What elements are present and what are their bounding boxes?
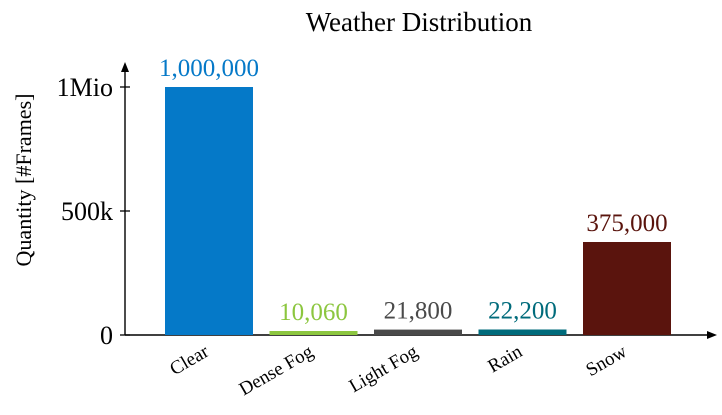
x-tick-label: Dense Fog — [236, 341, 318, 400]
y-axis-label: Quantity [#Frames] — [11, 94, 36, 267]
x-axis-arrow — [707, 331, 717, 339]
x-tick-label: Snow — [583, 341, 631, 381]
y-axis-arrow — [121, 62, 129, 72]
bars — [165, 87, 671, 335]
value-label: 10,060 — [279, 299, 348, 326]
bar-snow — [583, 242, 671, 335]
x-ticks: Clear Dense Fog Light Fog Rain Snow — [166, 341, 630, 400]
y-ticks: 0 500k 1Mio — [57, 73, 130, 350]
bar-dense-fog — [269, 331, 358, 335]
bar-rain — [478, 329, 567, 335]
y-tick-label: 500k — [61, 197, 113, 226]
bar-light-fog — [374, 329, 462, 335]
value-label: 22,200 — [488, 297, 557, 324]
value-labels: 1,000,000 10,060 21,800 22,200 375,000 — [159, 55, 668, 326]
chart-title: Weather Distribution — [306, 7, 533, 37]
y-tick-label: 0 — [100, 321, 113, 350]
x-tick-label: Light Fog — [346, 341, 422, 397]
x-tick-label: Clear — [166, 341, 213, 380]
bar-clear — [165, 87, 253, 335]
value-label: 21,800 — [384, 298, 453, 325]
x-tick-label: Rain — [484, 341, 526, 377]
y-tick-label: 1Mio — [57, 73, 113, 102]
value-label: 1,000,000 — [159, 55, 259, 82]
value-label: 375,000 — [586, 210, 667, 237]
